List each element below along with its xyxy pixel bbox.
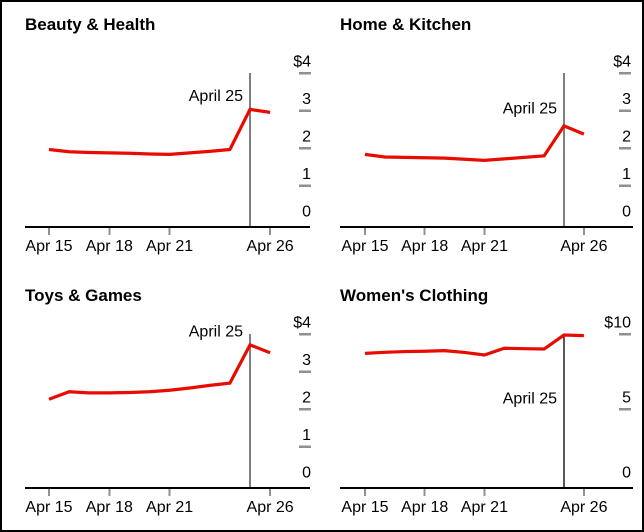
chart-beauty-health: Beauty & Health 0 1 2 3 $4 Apr 15 Apr 18 Apr 21… bbox=[2, 2, 322, 266]
chart-canvas: 0 5 $10 Apr 15 Apr 18 Apr 21 Apr 26 April 25 bbox=[340, 315, 633, 516]
x-axis-label: Apr 18 bbox=[86, 499, 133, 516]
chart-home-kitchen: Home & Kitchen 0 1 2 3 $4 Apr 15 Apr 18 Apr 21 A… bbox=[322, 2, 642, 266]
x-axis-label: Apr 21 bbox=[146, 499, 193, 516]
y-axis-label: 2 bbox=[302, 390, 311, 407]
y-axis-label: 1 bbox=[302, 166, 311, 183]
chart-title: Toys & Games bbox=[25, 286, 142, 305]
x-axis-label: Apr 18 bbox=[401, 238, 448, 255]
price-line bbox=[364, 333, 584, 357]
x-axis-label: Apr 18 bbox=[86, 238, 133, 255]
y-axis-label: 0 bbox=[302, 465, 311, 482]
x-axis-label: Apr 15 bbox=[25, 238, 72, 255]
x-axis-label: Apr 26 bbox=[560, 499, 607, 516]
chart-toys-games: Toys & Games 0 1 2 3 $4 Apr 15 Apr 18 Apr 21 Apr… bbox=[2, 266, 322, 530]
price-line bbox=[48, 107, 271, 156]
april-25-label: April 25 bbox=[189, 88, 243, 105]
chart-womens-clothing: Women's Clothing 0 5 $10 Apr 15 Apr 18 Apr 21… bbox=[322, 266, 642, 530]
april-25-label: April 25 bbox=[503, 391, 557, 408]
april-25-label: April 25 bbox=[503, 100, 557, 117]
x-axis-label: Apr 26 bbox=[247, 499, 294, 516]
y-axis-label: 3 bbox=[302, 352, 311, 369]
y-axis-label: 0 bbox=[622, 465, 631, 482]
chart-title: Home & Kitchen bbox=[340, 15, 472, 34]
price-line bbox=[364, 123, 585, 162]
y-axis-label: 2 bbox=[622, 129, 631, 146]
chart-title: Women's Clothing bbox=[340, 286, 489, 305]
chart-canvas: 0 1 2 3 $4 Apr 15 Apr 18 Apr 21 Apr 26 April 25 bbox=[25, 315, 311, 516]
x-axis-label: Apr 26 bbox=[560, 238, 607, 255]
x-axis-label: Apr 15 bbox=[341, 499, 388, 516]
x-axis-label: Apr 26 bbox=[247, 238, 294, 255]
y-axis-label: 5 bbox=[622, 390, 631, 407]
y-axis-label: $4 bbox=[293, 315, 311, 332]
x-axis-label: Apr 21 bbox=[461, 499, 508, 516]
y-axis-label: $4 bbox=[613, 54, 631, 71]
x-axis-label: Apr 18 bbox=[401, 499, 448, 516]
x-axis-label: Apr 15 bbox=[341, 238, 388, 255]
y-axis-label: 2 bbox=[302, 129, 311, 146]
x-axis-label: Apr 15 bbox=[25, 499, 72, 516]
x-axis-label: Apr 21 bbox=[146, 238, 193, 255]
y-axis-label: $10 bbox=[604, 315, 631, 332]
y-axis-label: 1 bbox=[622, 166, 631, 183]
y-axis-label: 0 bbox=[622, 204, 631, 221]
x-axis-label: Apr 21 bbox=[461, 238, 508, 255]
april-25-label: April 25 bbox=[189, 324, 243, 341]
chart-canvas: 0 1 2 3 $4 Apr 15 Apr 18 Apr 21 Apr 26 April 25 bbox=[340, 54, 633, 255]
y-axis-label: 3 bbox=[302, 91, 311, 108]
y-axis-label: $4 bbox=[293, 54, 311, 71]
y-axis-label: 0 bbox=[302, 204, 311, 221]
chart-canvas: 0 1 2 3 $4 Apr 15 Apr 18 Apr 21 Apr 26 April 25 bbox=[25, 54, 311, 255]
y-axis-label: 1 bbox=[302, 427, 311, 444]
y-axis-label: 3 bbox=[622, 91, 631, 108]
price-line bbox=[48, 342, 271, 401]
chart-title: Beauty & Health bbox=[25, 15, 156, 34]
